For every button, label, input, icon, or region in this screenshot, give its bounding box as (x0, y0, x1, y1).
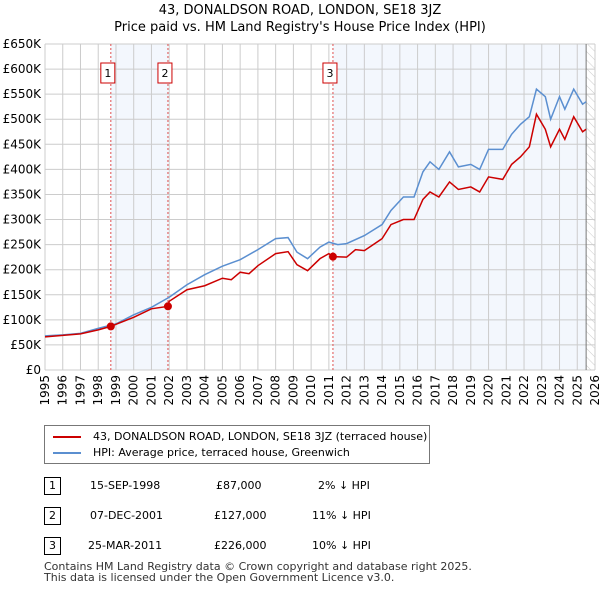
x-tick-label: 2016 (411, 375, 425, 406)
x-tick-label: 2011 (322, 375, 336, 406)
y-tick-label: £600K (3, 62, 43, 76)
x-tick-label: 2018 (446, 375, 460, 406)
hpi-line (44, 87, 587, 337)
y-tick-label: £50K (10, 338, 42, 352)
x-tick-label: 2024 (553, 375, 567, 406)
x-tick-label: 2010 (304, 375, 318, 406)
sale-hpi: 11% ↓ HPI (312, 509, 371, 522)
y-tick-label: £650K (3, 37, 43, 51)
y-tick-label: £500K (3, 112, 43, 126)
y-tick-label: £150K (3, 288, 43, 302)
y-tick-label: £200K (3, 263, 43, 277)
y-tick-label: £250K (3, 238, 43, 252)
sale-row: 3 25-MAR-2011 £226,000 10% ↓ HPI (44, 537, 564, 556)
x-tick-label: 2026 (588, 375, 600, 406)
x-tick-label: 2002 (162, 375, 176, 406)
sale-hpi: 2% ↓ HPI (318, 479, 370, 492)
x-tick-label: 2019 (464, 375, 478, 406)
sale-date: 15-SEP-1998 (90, 479, 161, 492)
x-tick-label: 2014 (375, 375, 389, 406)
x-tick-label: 2000 (127, 375, 141, 406)
sale-label-box (157, 62, 173, 84)
x-tick-label: 2006 (233, 375, 247, 406)
x-tick-label: 1997 (73, 375, 87, 406)
x-tick-label: 2008 (269, 375, 283, 406)
shaded-region (332, 44, 587, 370)
x-tick-label: 2017 (428, 375, 442, 406)
x-tick-label: 2005 (215, 375, 229, 406)
sale-label: 1 (104, 67, 111, 80)
footer-line: Contains HM Land Registry data © Crown c… (44, 560, 472, 573)
x-tick-label: 2020 (482, 375, 496, 406)
y-tick-label: £450K (3, 137, 43, 151)
y-tick-label: £300K (3, 213, 43, 227)
sale-label-box (100, 62, 116, 84)
sale-label: 2 (161, 67, 168, 80)
sale-date: 07-DEC-2001 (90, 509, 164, 522)
sale-price: £226,000 (214, 539, 267, 552)
sale-number: 3 (44, 537, 61, 555)
sale-label-box (322, 62, 338, 84)
sale-point (163, 302, 172, 311)
x-tick-label: 2012 (340, 375, 354, 406)
y-tick-label: £350K (3, 187, 43, 201)
y-tick-label: £550K (3, 87, 43, 101)
y-tick-label: £100K (3, 313, 43, 327)
sale-row: 2 07-DEC-2001 £127,000 11% ↓ HPI (44, 507, 564, 526)
x-tick-label: 2007 (251, 375, 265, 406)
x-tick-label: 2013 (357, 375, 371, 406)
sale-price: £87,000 (216, 479, 262, 492)
y-tick-label: £0 (26, 363, 41, 377)
sale-price: £127,000 (214, 509, 267, 522)
sale-number: 2 (44, 507, 61, 525)
legend-item-property: 43, DONALDSON ROAD, LONDON, SE18 3JZ (te… (53, 430, 427, 443)
x-tick-label: 2004 (198, 375, 212, 406)
x-tick-label: 1995 (38, 375, 52, 406)
price-chart: 1995 1996 1997 1998 1999 2000 2001 2002 2003 2004… (3, 37, 600, 406)
x-tick-label: 2015 (393, 375, 407, 406)
sale-point (106, 322, 115, 331)
legend-label: 43, DONALDSON ROAD, LONDON, SE18 3JZ (te… (93, 430, 428, 443)
shaded-region (110, 44, 168, 370)
x-tick-label: 1998 (91, 375, 105, 406)
legend: 43, DONALDSON ROAD, LONDON, SE18 3JZ (te… (44, 425, 430, 464)
footer: Contains HM Land Registry data © Crown c… (44, 561, 472, 583)
y-tick-label: £400K (3, 162, 43, 176)
x-tick-label: 2003 (180, 375, 194, 406)
legend-label: HPI: Average price, terraced house, Gree… (93, 446, 350, 459)
sale-date: 25-MAR-2011 (88, 539, 163, 552)
chart-subtitle: Price paid vs. HM Land Registry's House … (114, 20, 486, 35)
x-tick-label: 2022 (517, 375, 531, 406)
sale-point (328, 252, 337, 261)
x-tick-label: 2025 (570, 375, 584, 406)
chart-title: 43, DONALDSON ROAD, LONDON, SE18 3JZ (158, 3, 442, 18)
x-tick-label: 2023 (535, 375, 549, 406)
sale-number: 1 (44, 477, 61, 495)
sale-hpi: 10% ↓ HPI (312, 539, 371, 552)
forecast-hatch (586, 44, 595, 370)
sale-row: 1 15-SEP-1998 £87,000 2% ↓ HPI (44, 477, 564, 496)
x-tick-label: 2009 (286, 375, 300, 406)
legend-item-hpi: HPI: Average price, terraced house, Gree… (53, 446, 350, 459)
x-tick-label: 1996 (56, 375, 70, 406)
x-tick-label: 1999 (109, 375, 123, 406)
sale-label: 3 (326, 67, 333, 80)
footer-line: This data is licensed under the Open Gov… (44, 571, 395, 584)
x-tick-label: 2001 (144, 375, 158, 406)
x-tick-label: 2021 (499, 375, 513, 406)
